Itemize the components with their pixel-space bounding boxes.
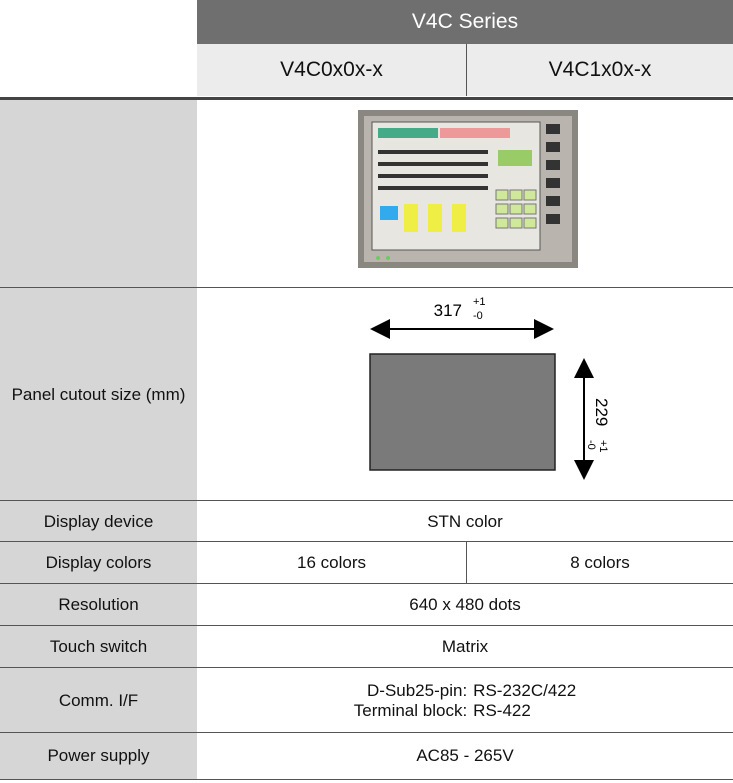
comm-lines: D-Sub25-pin: RS-232C/422 Terminal block: RS… [354, 681, 576, 721]
model-header: V4C1x0x-x [467, 44, 733, 96]
width-value: 317 [434, 301, 462, 320]
height-value: 229 [592, 398, 611, 426]
comm-text: RS-232C/422 [473, 680, 577, 700]
row-value: 640 x 480 dots [409, 595, 521, 614]
row-value: STN color [427, 511, 503, 531]
row-value: Matrix [441, 637, 489, 656]
comm-text: Terminal block: [353, 700, 468, 720]
row-value: AC85 - 265V [416, 746, 514, 765]
row-label: Resolution [0, 584, 197, 626]
device-image [358, 110, 578, 268]
row-border [0, 779, 733, 780]
row-border [0, 583, 733, 584]
row-value: 8 colors [570, 553, 630, 572]
row-border [0, 541, 733, 542]
row-label: Display device [0, 501, 197, 542]
row-value: D-Sub25-pin: RS-232C/422 Terminal block: RS… [197, 668, 733, 733]
height-tol-plus: +1 [597, 440, 609, 453]
comm-text: D-Sub25-pin: [367, 680, 468, 700]
comm-text: RS-422 [473, 700, 531, 720]
row-label: Display colors [0, 542, 197, 584]
row-label: Comm. I/F [0, 668, 197, 733]
row-label: Power supply [0, 733, 197, 779]
series-header: V4C Series [197, 0, 733, 44]
row-border [0, 625, 733, 626]
width-tol-plus: +1 [473, 296, 486, 308]
row-border [0, 667, 733, 668]
row-border [0, 732, 733, 733]
model-header: V4C0x0x-x [197, 44, 466, 96]
row-label: Panel cutout size (mm) [0, 288, 197, 501]
height-tol-minus: -0 [585, 440, 597, 450]
image-label-cell [0, 100, 197, 287]
row-border [0, 500, 733, 501]
row-value: 16 colors [297, 553, 366, 572]
row-label: Touch switch [0, 626, 197, 668]
cell-divider [466, 542, 467, 584]
width-tol-minus: -0 [473, 310, 483, 322]
cutout-diagram: 317 +1 -0 229 +1 -0 [369, 296, 611, 480]
